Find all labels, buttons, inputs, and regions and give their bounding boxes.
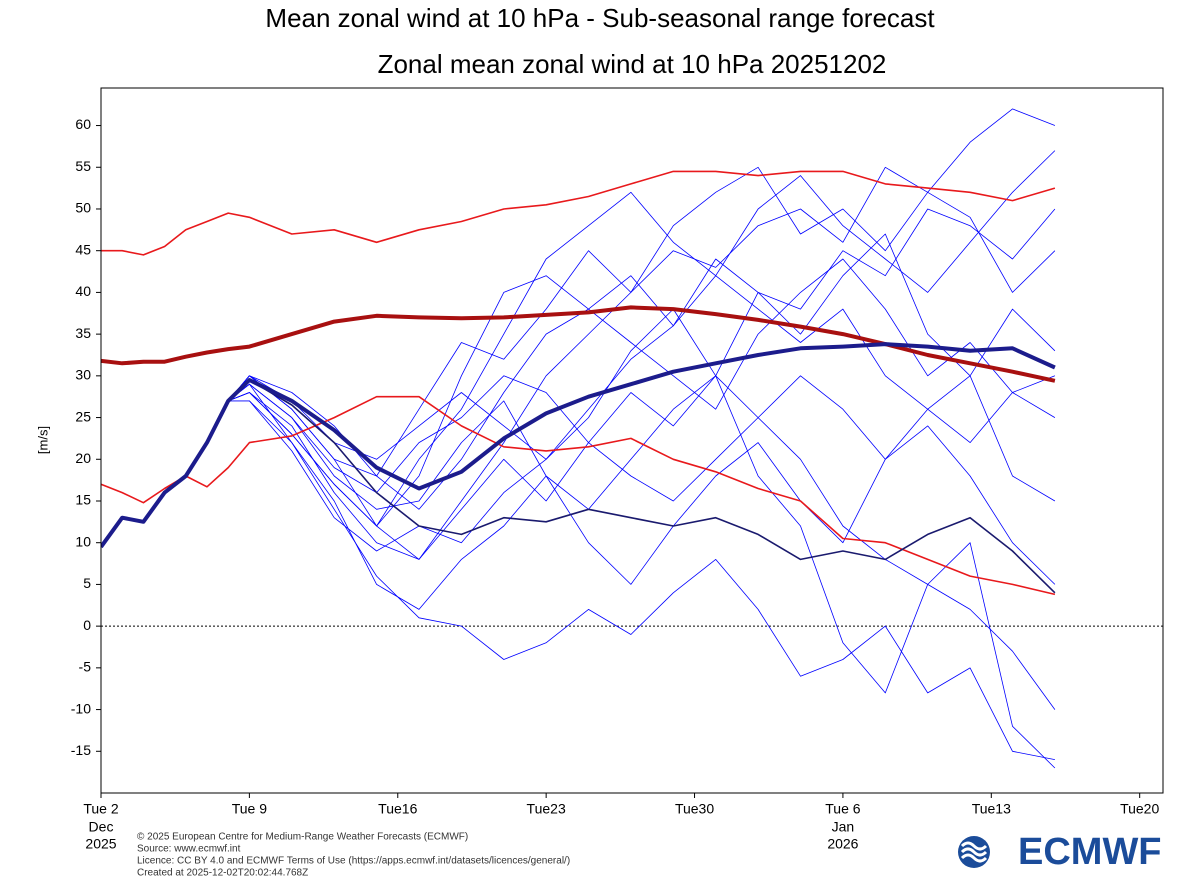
y-tick-label: 40 [75, 283, 91, 299]
x-tick-sublabel: 2025 [85, 836, 116, 852]
y-tick-label: 50 [75, 200, 91, 216]
x-tick-label: Tue13 [972, 801, 1011, 817]
y-tick-label: 10 [75, 533, 91, 549]
y-tick-label: 25 [75, 408, 91, 424]
series-line [101, 375, 1056, 769]
y-tick-label: 20 [75, 450, 91, 466]
x-tick-label: Tue20 [1120, 801, 1159, 817]
credit-line: Created at 2025-12-02T20:02:44.768Z [137, 868, 308, 879]
logo-text: ECMWF [1018, 831, 1162, 873]
series-line [101, 166, 1056, 548]
y-tick-label: -5 [79, 659, 92, 675]
y-axis-label: [m/s] [35, 426, 50, 454]
chart-subtitle: Zonal mean zonal wind at 10 hPa 20251202 [378, 49, 887, 79]
series-line [101, 308, 1056, 710]
series-line [101, 395, 1056, 596]
x-tick-label: Tue 9 [232, 801, 267, 817]
y-tick-label: 55 [75, 158, 91, 174]
x-tick-label: Tue16 [378, 801, 417, 817]
y-tick-label: -10 [71, 700, 91, 716]
x-tick-label: Tue30 [675, 801, 714, 817]
y-tick-label: 60 [75, 116, 91, 132]
series-line [101, 275, 1056, 548]
x-tick-sublabel: Dec [89, 819, 114, 835]
y-tick-label: 30 [75, 367, 91, 383]
logo-icon [958, 836, 990, 868]
x-tick-sublabel: Jan [832, 819, 855, 835]
series-line [101, 342, 1056, 549]
series-line [101, 170, 1056, 256]
plot-frame [100, 87, 1164, 794]
series-line [101, 379, 1056, 594]
series-line [101, 383, 1055, 760]
x-tick-label: Tue23 [527, 801, 566, 817]
x-tick-sublabel: 2026 [827, 836, 858, 852]
credit-line: Licence: CC BY 4.0 and ECMWF Terms of Us… [137, 856, 570, 867]
series-line [101, 208, 1056, 548]
y-tick-label: 15 [75, 492, 91, 508]
credit-line: © 2025 European Centre for Medium-Range … [137, 832, 468, 843]
series-line [101, 108, 1056, 560]
x-tick-label: Tue 2 [83, 801, 118, 817]
y-tick-label: 45 [75, 241, 91, 257]
credit-line: Source: www.ecmwf.int [137, 844, 241, 855]
chart-title: Mean zonal wind at 10 hPa - Sub-seasonal… [265, 3, 935, 33]
y-tick-label: 35 [75, 325, 91, 341]
y-tick-label: 5 [83, 575, 91, 591]
series-line [101, 305, 1056, 383]
plot-lines [101, 108, 1056, 769]
y-tick-label: -15 [71, 742, 91, 758]
y-tick-label: 0 [83, 617, 91, 633]
x-tick-label: Tue 6 [825, 801, 860, 817]
